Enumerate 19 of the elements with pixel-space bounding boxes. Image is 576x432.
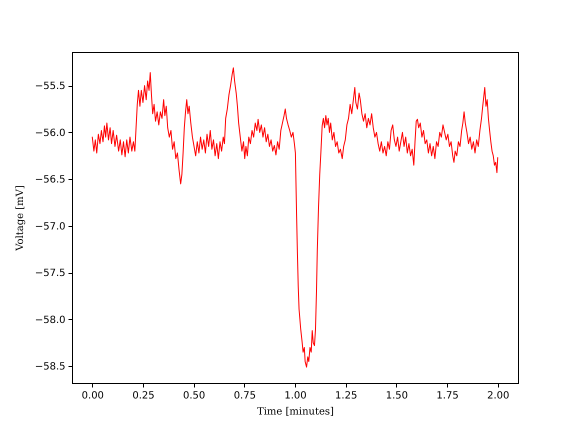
x-tick-label: 0.75 — [234, 390, 256, 402]
x-tick-label: 2.00 — [487, 390, 510, 402]
x-tick-label: 1.50 — [386, 390, 408, 402]
x-axis-title: Time [minutes] — [257, 406, 334, 418]
x-tick-label: 0.00 — [82, 390, 104, 402]
x-tick-label: 1.00 — [284, 390, 307, 402]
y-tick-label: −58.0 — [34, 314, 66, 326]
y-tick-label: −57.0 — [34, 221, 66, 232]
x-tick-label: 0.50 — [183, 390, 206, 402]
x-tick-label: 1.25 — [335, 390, 358, 402]
x-tick-label: 0.25 — [132, 390, 155, 402]
y-tick-label: −56.5 — [34, 174, 66, 186]
x-tick-label: 1.75 — [436, 390, 459, 402]
y-tick-label: −56.0 — [34, 128, 66, 139]
line-series — [92, 67, 498, 368]
y-tick-label: −55.5 — [34, 81, 66, 92]
y-axis-title: Voltage [mV] — [14, 185, 26, 252]
y-tick-label: −58.5 — [34, 362, 66, 373]
y-tick-label: −57.5 — [34, 268, 66, 280]
